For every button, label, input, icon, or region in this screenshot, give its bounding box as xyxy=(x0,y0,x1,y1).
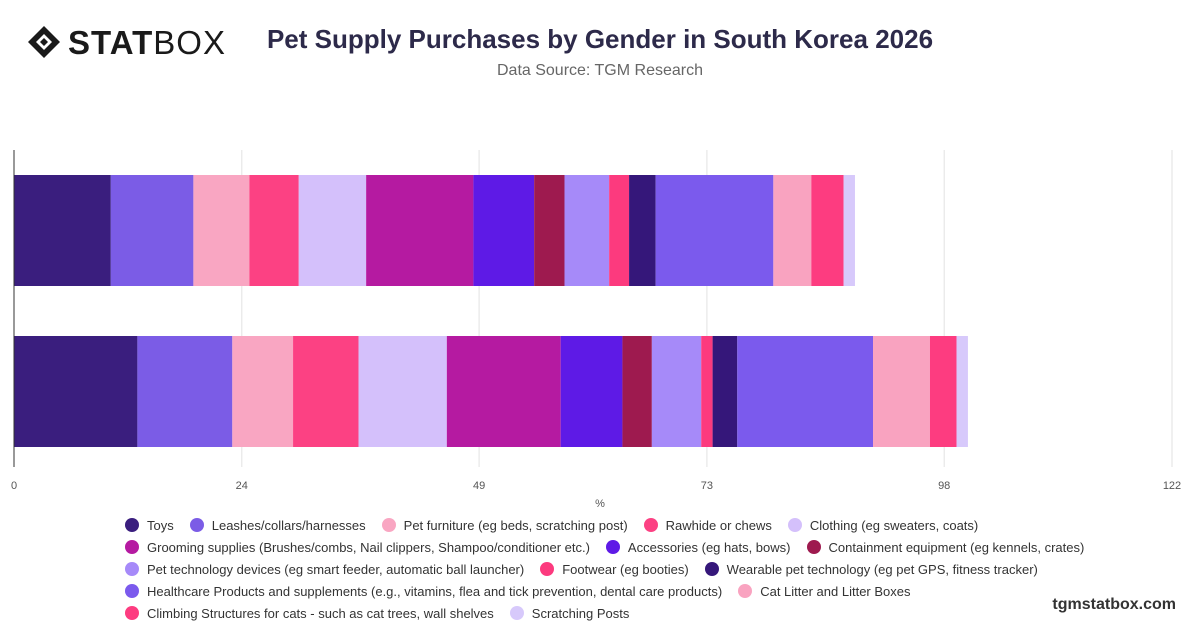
bar-segment xyxy=(366,175,474,286)
x-tick-label: 0 xyxy=(11,480,17,492)
x-tick-label: 49 xyxy=(473,480,485,492)
bar-segment xyxy=(358,336,447,447)
bar-segment xyxy=(843,175,855,286)
bar-segment xyxy=(956,336,968,447)
legend-label: Scratching Posts xyxy=(531,605,630,621)
legend-item[interactable]: Containment equipment (eg kennels, crate… xyxy=(806,539,1085,555)
legend-row: Healthcare Products and supplements (e.g… xyxy=(125,580,1125,602)
bar-segment xyxy=(14,336,138,447)
bar-segment xyxy=(655,175,774,286)
bar-segment xyxy=(564,175,610,286)
x-tick-label: 73 xyxy=(701,480,713,492)
legend-item[interactable]: Climbing Structures for cats - such as c… xyxy=(125,606,494,621)
legend-swatch xyxy=(125,584,139,598)
legend-swatch xyxy=(738,584,753,598)
legend-label: Healthcare Products and supplements (e.g… xyxy=(147,583,723,599)
legend-row: Pet technology devices (eg smart feeder,… xyxy=(125,558,1125,580)
legend-label: Rawhide or chews xyxy=(665,517,772,533)
legend-item[interactable]: Clothing (eg sweaters, coats) xyxy=(787,517,979,533)
legend-swatch xyxy=(125,606,139,620)
legend-item[interactable]: Accessories (eg hats, bows) xyxy=(605,539,791,555)
legend-item[interactable]: Rawhide or chews xyxy=(643,517,772,533)
legend-item[interactable]: Leashes/collars/harnesses xyxy=(189,517,366,533)
legend-swatch xyxy=(125,562,139,576)
legend-swatch xyxy=(125,518,139,532)
legend-swatch xyxy=(704,562,719,576)
bar-segment xyxy=(232,336,294,447)
bar-segment xyxy=(14,175,111,286)
legend-item[interactable]: Wearable pet technology (eg pet GPS, fit… xyxy=(704,561,1038,577)
legend-label: Climbing Structures for cats - such as c… xyxy=(147,605,494,621)
diamond-logo-icon xyxy=(28,26,60,58)
legend-swatch xyxy=(540,562,555,576)
legend-label: Toys xyxy=(147,517,174,533)
bar-segment xyxy=(737,336,874,447)
legend-item[interactable]: Toys xyxy=(125,518,174,533)
legend-label: Containment equipment (eg kennels, crate… xyxy=(828,539,1085,555)
legend-swatch xyxy=(125,540,139,554)
legend-label: Accessories (eg hats, bows) xyxy=(627,539,791,555)
legend-item[interactable]: Healthcare Products and supplements (e.g… xyxy=(125,584,722,599)
chart-title: Pet Supply Purchases by Gender in South … xyxy=(266,24,934,54)
legend-swatch xyxy=(605,540,620,554)
stacked-bar-chart: 0 24 49 73 98 122 xyxy=(11,150,1181,492)
x-axis-label: % xyxy=(595,498,605,510)
legend-swatch xyxy=(787,518,802,532)
bar-segment xyxy=(446,336,561,447)
legend-swatch xyxy=(189,518,204,532)
legend-item[interactable]: Pet technology devices (eg smart feeder,… xyxy=(125,562,524,577)
x-tick-label: 24 xyxy=(236,480,248,492)
legend-label: Grooming supplies (Brushes/combs, Nail c… xyxy=(147,539,590,555)
legend-row: Climbing Structures for cats - such as c… xyxy=(125,602,1125,624)
bar-segment xyxy=(137,336,233,447)
legend-item[interactable]: Pet furniture (eg beds, scratching post) xyxy=(381,517,628,533)
logo-text: STATBOX xyxy=(68,23,226,61)
legend-swatch xyxy=(381,518,396,532)
bar-segment xyxy=(811,175,844,286)
bar-segment xyxy=(609,175,630,286)
x-tick-label: 98 xyxy=(938,480,950,492)
legend-swatch xyxy=(509,606,524,620)
legend-item[interactable]: Grooming supplies (Brushes/combs, Nail c… xyxy=(125,540,590,555)
bar-segment xyxy=(773,175,812,286)
legend-item[interactable]: Cat Litter and Litter Boxes xyxy=(738,583,911,599)
bar-segment xyxy=(193,175,250,286)
legend-swatch xyxy=(643,518,658,532)
bar-segment xyxy=(560,336,623,447)
bar-segment xyxy=(534,175,565,286)
bar-segment xyxy=(473,175,535,286)
legend-item[interactable]: Scratching Posts xyxy=(509,605,630,621)
legend-row: Grooming supplies (Brushes/combs, Nail c… xyxy=(125,536,1125,558)
legend-row: Toys Leashes/collars/harnesses Pet furnitu… xyxy=(125,514,1125,536)
bar-segment xyxy=(622,336,652,447)
legend-label: Clothing (eg sweaters, coats) xyxy=(809,517,979,533)
chart-legend: Toys Leashes/collars/harnesses Pet furnitu… xyxy=(125,514,1125,624)
legend-label: Wearable pet technology (eg pet GPS, fit… xyxy=(726,561,1038,577)
bar-segment xyxy=(298,175,367,286)
footer-site[interactable]: tgmstatbox.com xyxy=(1052,596,1176,613)
bar-segment xyxy=(712,336,738,447)
legend-label: Footwear (eg booties) xyxy=(562,561,689,577)
legend-label: Pet technology devices (eg smart feeder,… xyxy=(147,561,525,577)
bar-segment xyxy=(293,336,359,447)
bar-segment xyxy=(873,336,930,447)
bar-segment xyxy=(629,175,656,286)
bar-segment xyxy=(249,175,299,286)
chart-subtitle: Data Source: TGM Research xyxy=(496,62,703,79)
bar-segment xyxy=(651,336,702,447)
bar-segment xyxy=(701,336,713,447)
legend-item[interactable]: Footwear (eg booties) xyxy=(540,561,689,577)
legend-label: Cat Litter and Litter Boxes xyxy=(760,583,911,599)
x-tick-label: 122 xyxy=(1163,480,1181,492)
bar-segment xyxy=(929,336,957,447)
legend-label: Leashes/collars/harnesses xyxy=(211,517,366,533)
statbox-logo: STATBOX xyxy=(26,22,226,62)
bar-segment xyxy=(110,175,194,286)
legend-swatch xyxy=(806,540,821,554)
legend-label: Pet furniture (eg beds, scratching post) xyxy=(403,517,628,533)
